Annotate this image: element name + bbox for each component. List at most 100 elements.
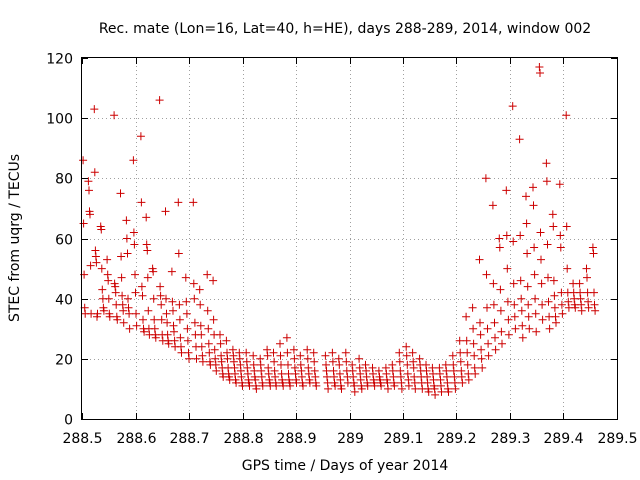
data-point [337,384,346,393]
data-point [149,267,158,276]
data-point [155,96,164,105]
data-point [279,381,288,390]
data-point [537,279,546,288]
data-point [455,336,464,345]
data-point [150,315,159,324]
data-point [190,318,199,327]
data-point [397,384,406,393]
data-point [516,276,525,285]
data-point [428,363,437,372]
data-point [190,294,199,303]
data-point [119,318,128,327]
data-point [309,348,318,357]
data-point [497,327,506,336]
plot-frame [81,57,618,420]
data-point [542,159,551,168]
data-point [582,264,591,273]
data-point [290,354,299,363]
data-point [556,231,565,240]
data-point [516,231,525,240]
data-point [510,312,519,321]
data-point [482,270,491,279]
data-point [176,333,185,342]
data-point [495,234,504,243]
x-axis: 288.5 288.6 288.7 288.8 288.9 289 289.1 289.2 28… [62,58,638,447]
data-point [563,264,572,273]
data-point [342,357,351,366]
data-point [403,369,412,378]
data-point [529,183,537,192]
data-point [321,351,330,360]
data-point [410,372,419,381]
data-point [449,366,458,375]
data-point [509,237,518,246]
x-tick-label: 288.7 [169,431,209,447]
data-point [168,297,177,306]
data-point [402,342,411,351]
data-point [249,360,258,369]
x-tick-label: 288.9 [276,431,316,447]
data-point [303,345,312,354]
data-point [536,228,545,237]
data-point [97,264,106,273]
data-point [122,216,131,225]
data-point [132,321,141,330]
data-point [496,306,505,315]
data-point [137,282,146,291]
data-point [195,285,204,294]
data-point [470,351,479,360]
data-point [349,372,358,381]
data-point [550,291,559,300]
data-point [167,267,176,276]
data-point [549,276,558,285]
data-point [328,357,337,366]
data-point [502,186,511,195]
data-point [550,303,559,312]
data-point [448,351,457,360]
data-point [310,366,319,375]
data-point [555,180,564,189]
data-point [130,240,139,249]
data-point [223,354,232,363]
data-point [458,378,467,387]
data-point [156,291,165,300]
data-point [216,330,224,339]
data-point [216,339,225,348]
data-point [209,276,218,285]
data-point [517,294,526,303]
data-point [90,168,99,177]
y-axis-label: STEC from uqrg / TECUs [7,154,23,322]
data-point [92,258,101,267]
y-tick-label: 60 [55,233,73,249]
data-point [530,243,539,252]
data-point [562,222,571,231]
data-point [243,363,252,372]
data-point [182,309,191,318]
data-point [591,306,600,315]
data-point [277,360,285,369]
data-point [323,372,331,381]
data-point [484,351,493,360]
data-point [170,327,178,336]
y-tick-label: 120 [46,52,73,68]
data-point [119,306,128,315]
data-point [517,306,526,315]
data-point [357,384,366,393]
data-point [290,363,299,372]
data-point [257,366,266,375]
data-point [161,207,170,216]
data-point [204,339,213,348]
grid-lines [82,58,617,419]
data-point [204,324,213,333]
x-tick-label: 289 [337,431,364,447]
data-point [113,315,122,324]
data-point [197,342,206,351]
data-point [523,282,532,291]
data-point [538,315,547,324]
data-point [478,363,487,372]
data-point [131,288,140,297]
y-tick-label: 100 [46,112,73,128]
data-point [312,381,321,390]
data-point [590,300,599,309]
